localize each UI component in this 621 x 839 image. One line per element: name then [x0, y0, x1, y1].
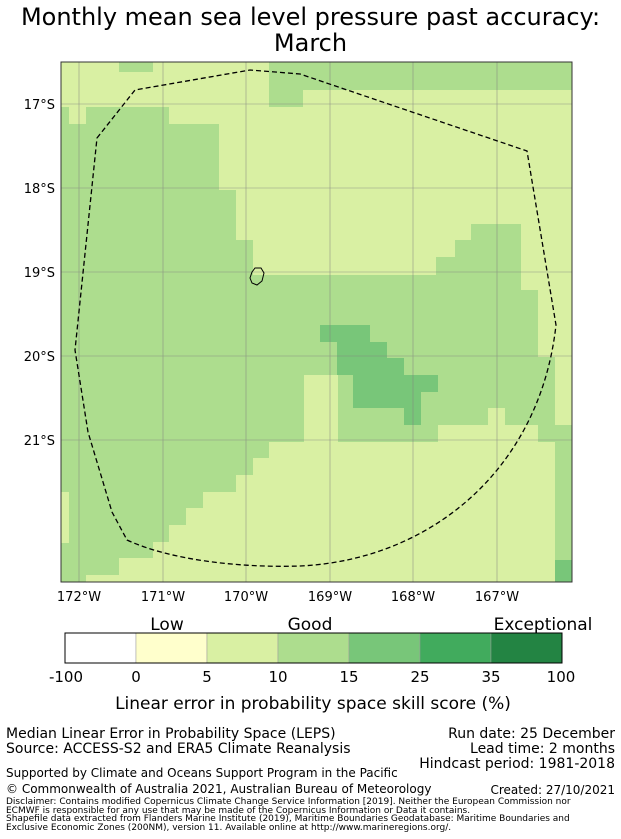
- map-title-line1: Monthly mean sea level pressure past acc…: [20, 3, 601, 31]
- lat-label: 20°S: [24, 350, 55, 365]
- copyright-text: © Commonwealth of Australia 2021, Austra…: [6, 782, 432, 796]
- method-text: Median Linear Error in Probability Space…: [6, 726, 336, 742]
- colorbar-tick: 25: [410, 668, 429, 686]
- colorbar-tick: 0: [131, 668, 141, 686]
- source-text: Source: ACCESS-S2 and ERA5 Climate Reana…: [6, 741, 351, 757]
- eez-boundary: [74, 69, 557, 567]
- disclaimer-line1: Disclaimer: Contains modified Copernicus…: [6, 797, 571, 807]
- lat-label: 19°S: [24, 266, 55, 281]
- island-outline: [249, 267, 265, 286]
- gridlines: [61, 62, 572, 582]
- supported-text: Supported by Climate and Oceans Support …: [6, 766, 398, 780]
- lon-label: 168°W: [391, 590, 435, 605]
- colorbar-tick: -100: [49, 668, 83, 686]
- map-title-line2: March: [273, 29, 348, 57]
- colorbar-category-low: Low: [150, 615, 184, 635]
- shapefile-line2: Exclusive Economic Zones (200NM), versio…: [6, 823, 452, 833]
- lon-label: 170°W: [224, 590, 268, 605]
- colorbar-label: Linear error in probability space skill …: [115, 694, 511, 714]
- high-skill-region: [320, 325, 438, 425]
- good-skill-region: [61, 107, 572, 582]
- lon-label: 172°W: [57, 590, 101, 605]
- hindcast-period: Hindcast period: 1981-2018: [419, 756, 615, 772]
- lead-time: Lead time: 2 months: [470, 741, 615, 757]
- colorbar-tick: 35: [481, 668, 500, 686]
- lon-label: 171°W: [141, 590, 185, 605]
- colorbar-category-exceptional: Exceptional: [494, 615, 593, 635]
- shapefile-line1: Shapefile data extracted from Flanders M…: [6, 814, 570, 824]
- lon-label: 169°W: [308, 590, 352, 605]
- lat-label: 18°S: [24, 182, 55, 197]
- lon-label: 167°W: [475, 590, 519, 605]
- colorbar-tick: 15: [339, 668, 358, 686]
- run-date: Run date: 25 December: [448, 726, 615, 742]
- colorbar-tick: 10: [268, 668, 287, 686]
- disclaimer-line2: ECMWF is responsible for any use that ma…: [6, 806, 471, 816]
- colorbar: [64, 632, 563, 664]
- colorbar-tick: 5: [202, 668, 212, 686]
- colorbar-category-good: Good: [288, 615, 333, 635]
- colorbar-tick: 100: [547, 668, 576, 686]
- skill-field: [61, 62, 572, 582]
- created-date: Created: 27/10/2021: [490, 783, 615, 797]
- lat-label: 21°S: [24, 434, 55, 449]
- lat-label: 17°S: [24, 98, 55, 113]
- map-frame: [60, 61, 573, 583]
